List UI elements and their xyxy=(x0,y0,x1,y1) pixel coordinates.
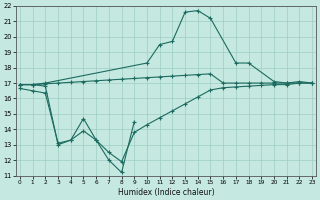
X-axis label: Humidex (Indice chaleur): Humidex (Indice chaleur) xyxy=(118,188,214,197)
